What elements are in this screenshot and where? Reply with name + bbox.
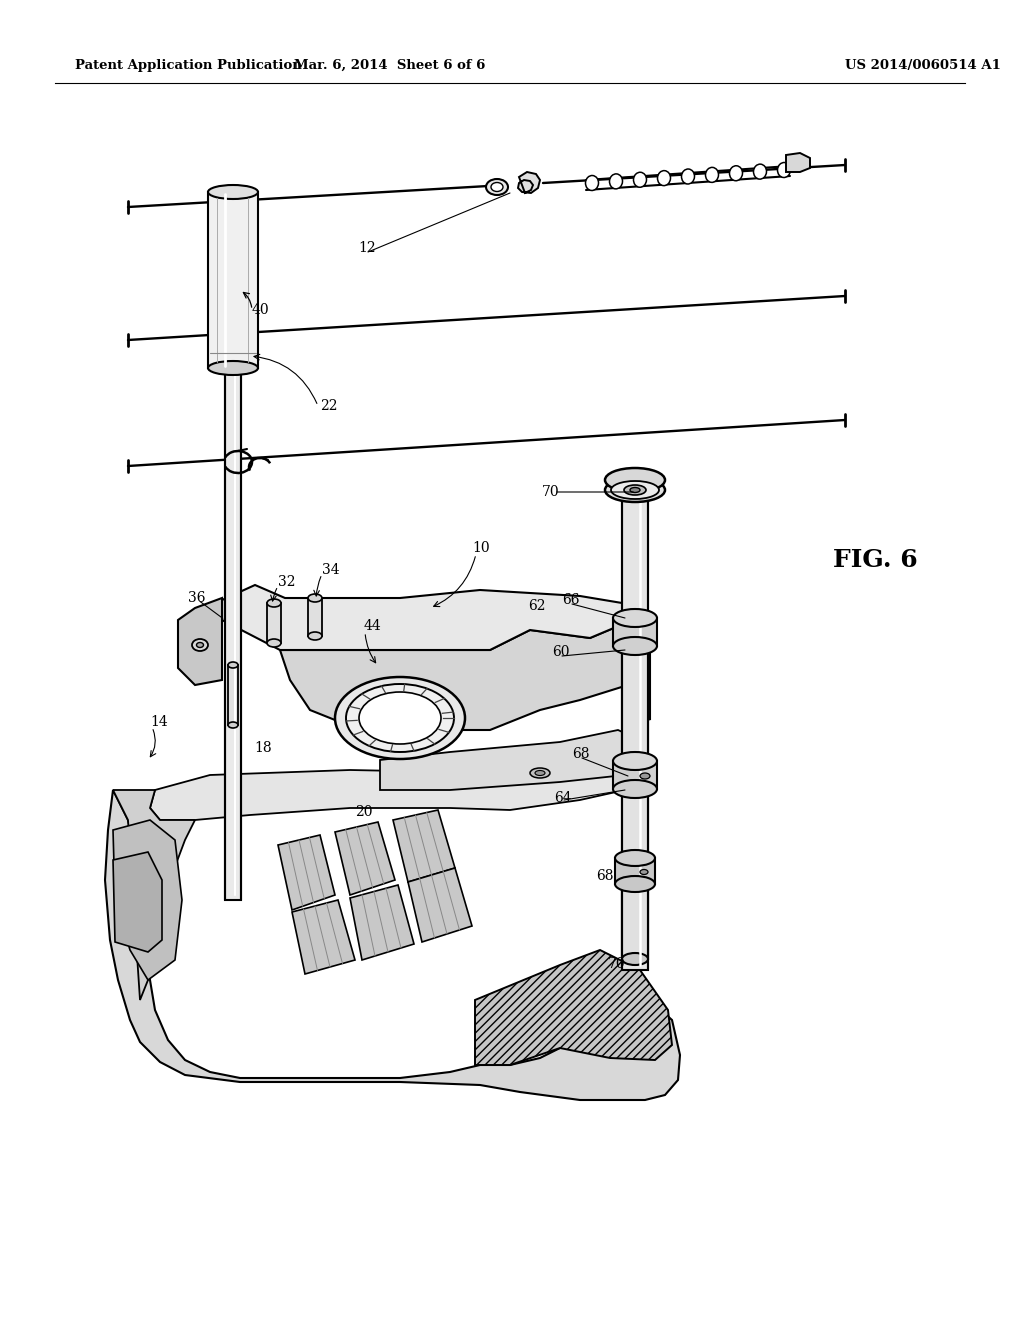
Ellipse shape	[706, 168, 719, 182]
Bar	[615, 858, 655, 884]
Text: 34: 34	[322, 564, 340, 577]
Text: 68: 68	[572, 747, 590, 762]
Ellipse shape	[613, 638, 657, 655]
Polygon shape	[113, 851, 162, 952]
Ellipse shape	[605, 478, 665, 502]
Ellipse shape	[346, 684, 454, 752]
Ellipse shape	[630, 487, 640, 492]
Text: 32: 32	[278, 576, 296, 589]
Text: 70: 70	[608, 957, 626, 972]
Polygon shape	[628, 605, 650, 719]
Polygon shape	[178, 598, 222, 685]
Ellipse shape	[754, 164, 767, 180]
Text: Patent Application Publication: Patent Application Publication	[75, 58, 302, 71]
Polygon shape	[113, 820, 182, 979]
Bar	[622, 884, 648, 960]
Ellipse shape	[228, 722, 238, 729]
Polygon shape	[408, 869, 472, 942]
Bar	[228, 665, 238, 725]
Bar	[225, 370, 241, 900]
Polygon shape	[280, 622, 628, 730]
Text: 68: 68	[596, 869, 613, 883]
Polygon shape	[335, 822, 395, 895]
Polygon shape	[292, 900, 355, 974]
Text: 22: 22	[319, 399, 338, 413]
Bar	[267, 603, 281, 643]
Text: 70: 70	[542, 484, 560, 499]
Ellipse shape	[359, 692, 441, 744]
Ellipse shape	[777, 162, 791, 177]
Text: 20: 20	[355, 805, 373, 818]
Ellipse shape	[208, 185, 258, 199]
Text: 10: 10	[472, 541, 489, 554]
Polygon shape	[113, 789, 195, 1001]
Ellipse shape	[208, 360, 258, 375]
Ellipse shape	[729, 166, 742, 181]
Ellipse shape	[613, 752, 657, 770]
Text: 60: 60	[552, 645, 569, 659]
Text: 36: 36	[188, 591, 206, 605]
Ellipse shape	[267, 599, 281, 607]
Ellipse shape	[609, 174, 623, 189]
Text: 62: 62	[528, 599, 546, 612]
Ellipse shape	[624, 484, 646, 495]
Ellipse shape	[611, 480, 659, 499]
Ellipse shape	[228, 663, 238, 668]
Ellipse shape	[615, 876, 655, 892]
Ellipse shape	[682, 169, 694, 183]
Ellipse shape	[622, 953, 648, 965]
Polygon shape	[393, 810, 455, 882]
Bar	[613, 618, 657, 645]
Ellipse shape	[308, 594, 322, 602]
Text: 12: 12	[358, 242, 376, 255]
Polygon shape	[222, 585, 628, 649]
Ellipse shape	[197, 643, 204, 648]
Text: 40: 40	[252, 304, 269, 317]
Ellipse shape	[530, 768, 550, 777]
Polygon shape	[208, 191, 258, 368]
Ellipse shape	[486, 180, 508, 195]
Polygon shape	[380, 730, 645, 789]
Text: FIG. 6: FIG. 6	[833, 548, 918, 572]
Ellipse shape	[193, 639, 208, 651]
Text: 44: 44	[364, 619, 382, 634]
Bar	[622, 789, 648, 960]
Bar	[622, 645, 648, 762]
Ellipse shape	[657, 170, 671, 186]
Ellipse shape	[634, 172, 646, 187]
Text: 66: 66	[562, 593, 580, 607]
Bar	[308, 598, 322, 636]
Ellipse shape	[490, 182, 503, 191]
Text: Mar. 6, 2014  Sheet 6 of 6: Mar. 6, 2014 Sheet 6 of 6	[294, 58, 485, 71]
Text: 64: 64	[554, 791, 571, 805]
Polygon shape	[350, 884, 414, 960]
Polygon shape	[518, 172, 540, 193]
Ellipse shape	[308, 632, 322, 640]
Ellipse shape	[613, 609, 657, 627]
Bar	[622, 490, 648, 970]
Polygon shape	[475, 950, 672, 1065]
Ellipse shape	[615, 850, 655, 866]
Bar	[613, 762, 657, 789]
Ellipse shape	[605, 469, 665, 492]
Polygon shape	[786, 153, 810, 172]
Text: 14: 14	[150, 715, 168, 729]
Ellipse shape	[613, 780, 657, 799]
Ellipse shape	[535, 771, 545, 776]
Polygon shape	[278, 836, 335, 909]
Ellipse shape	[267, 639, 281, 647]
Text: 18: 18	[254, 741, 271, 755]
Text: US 2014/0060514 A1: US 2014/0060514 A1	[845, 58, 1000, 71]
Ellipse shape	[640, 774, 650, 779]
Ellipse shape	[640, 870, 648, 874]
Polygon shape	[150, 741, 645, 820]
Ellipse shape	[586, 176, 598, 190]
Polygon shape	[105, 789, 680, 1100]
Ellipse shape	[335, 677, 465, 759]
